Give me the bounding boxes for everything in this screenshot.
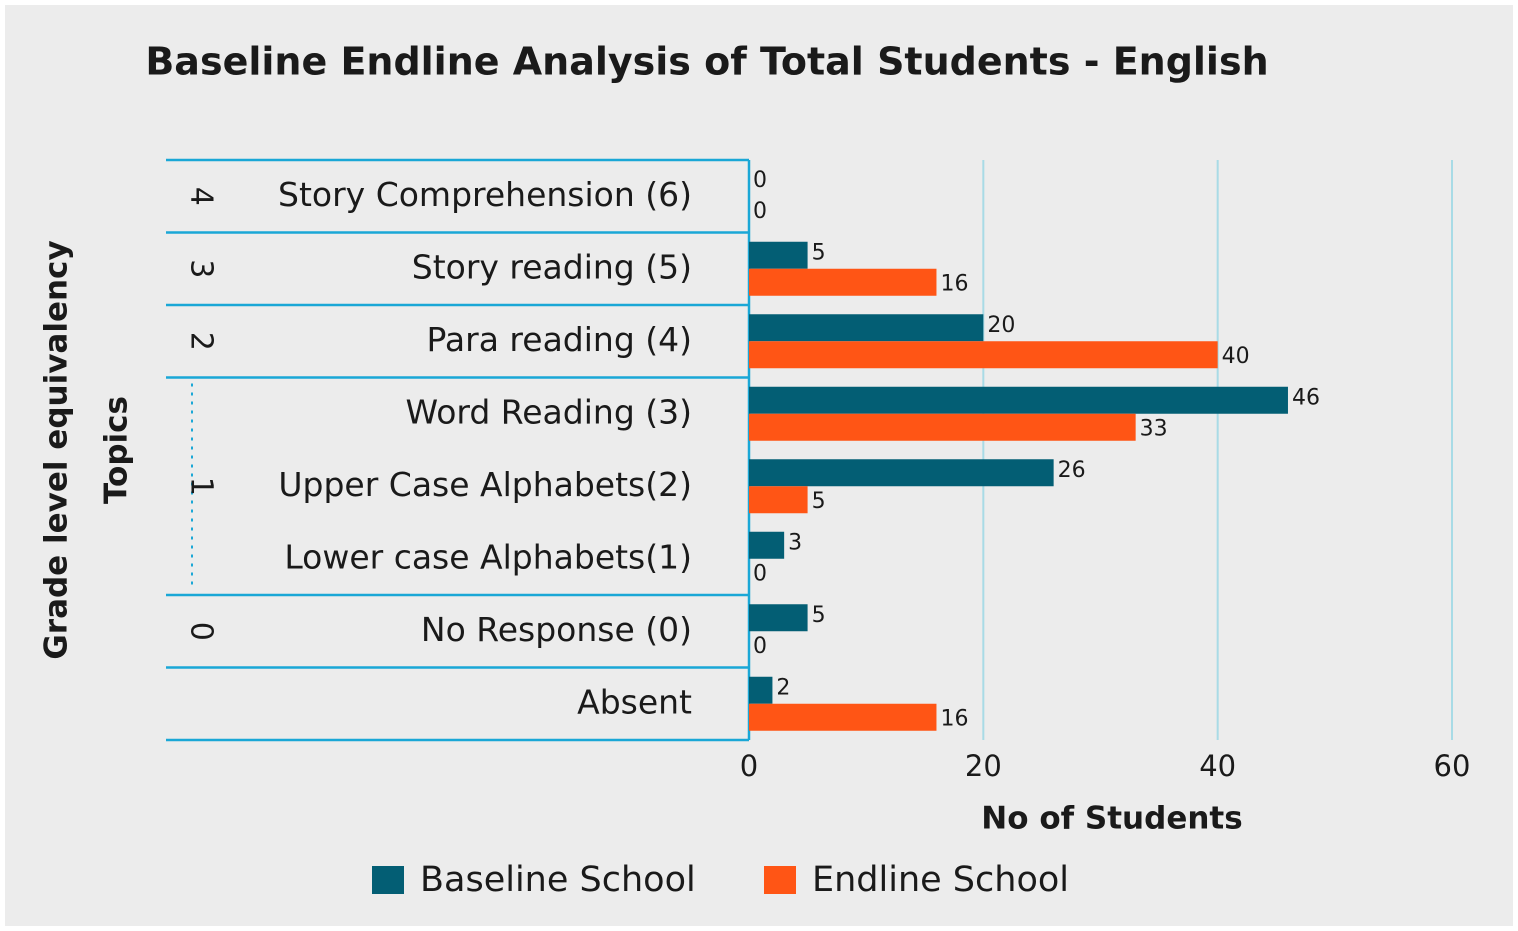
bar xyxy=(749,486,808,514)
grade-label: 4 xyxy=(184,187,219,206)
value-label: 26 xyxy=(1058,458,1086,483)
y-tick-label: Story Comprehension (6) xyxy=(278,175,692,214)
value-label: 40 xyxy=(1222,344,1250,369)
grade-label: 3 xyxy=(184,259,219,278)
value-label: 20 xyxy=(987,313,1015,338)
value-label: 0 xyxy=(753,561,767,586)
bar xyxy=(749,531,785,559)
value-label: 16 xyxy=(940,706,968,731)
x-tick-label: 60 xyxy=(1434,749,1471,783)
bar xyxy=(749,386,1288,414)
y-axis-label: Grade level equivalency xyxy=(39,240,75,659)
bar xyxy=(749,413,1136,441)
y-tick-label: Story reading (5) xyxy=(412,247,692,286)
bar xyxy=(749,341,1218,369)
y-axis-label: Topics xyxy=(99,396,135,504)
x-tick-label: 0 xyxy=(740,749,758,783)
value-label: 16 xyxy=(940,271,968,296)
bar xyxy=(749,604,808,632)
bar xyxy=(749,268,937,296)
grade-label: 1 xyxy=(184,477,219,496)
bar xyxy=(749,241,808,269)
x-tick-label: 40 xyxy=(1199,749,1236,783)
value-label: 3 xyxy=(788,530,802,555)
bar xyxy=(749,703,937,731)
legend-label: Endline School xyxy=(812,860,1069,900)
grade-label: 2 xyxy=(184,332,219,351)
value-label: 2 xyxy=(776,675,790,700)
grade-label: 0 xyxy=(184,622,219,641)
y-tick-label: No Response (0) xyxy=(421,610,692,649)
y-tick-label: Upper Case Alphabets(2) xyxy=(278,465,692,504)
bar xyxy=(749,676,773,704)
y-tick-label: Absent xyxy=(577,682,692,721)
value-label: 0 xyxy=(753,168,767,193)
x-tick-label: 20 xyxy=(965,749,1002,783)
y-tick-label: Lower case Alphabets(1) xyxy=(284,537,692,576)
legend-label: Baseline School xyxy=(420,860,696,900)
chart-title: Baseline Endline Analysis of Total Stude… xyxy=(145,40,1268,84)
legend-swatch xyxy=(764,866,796,894)
value-label: 0 xyxy=(753,634,767,659)
y-tick-label: Para reading (4) xyxy=(427,320,693,359)
value-label: 33 xyxy=(1140,416,1168,441)
bar xyxy=(749,314,984,342)
value-label: 5 xyxy=(812,603,826,628)
x-axis-label: No of Students xyxy=(981,801,1242,837)
value-label: 5 xyxy=(812,240,826,265)
legend-swatch xyxy=(372,866,404,894)
value-label: 0 xyxy=(753,199,767,224)
value-label: 46 xyxy=(1292,385,1320,410)
value-label: 5 xyxy=(812,489,826,514)
y-tick-label: Word Reading (3) xyxy=(406,392,693,431)
bar xyxy=(749,459,1054,487)
